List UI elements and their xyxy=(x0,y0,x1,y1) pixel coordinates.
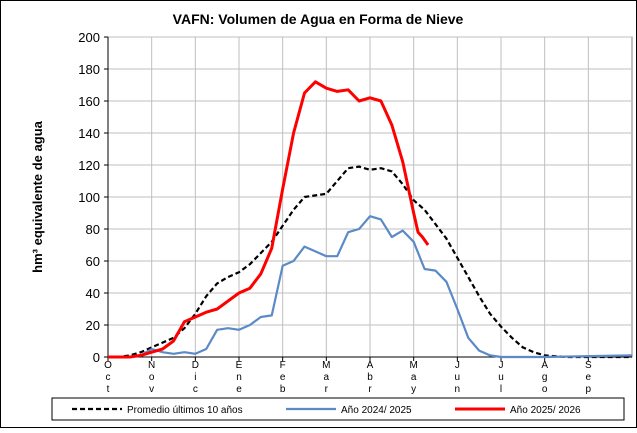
x-tick-label: Ene xyxy=(234,360,245,396)
y-tick-label: 100 xyxy=(78,190,100,205)
series-line xyxy=(108,215,633,359)
y-tick-label: 20 xyxy=(86,318,100,333)
y-tick-label: 200 xyxy=(78,30,100,45)
x-tick-label: Ago xyxy=(539,360,550,396)
y-tick-label: 40 xyxy=(86,286,100,301)
series-line xyxy=(108,165,632,359)
y-tick-label: 60 xyxy=(86,254,100,269)
legend-label: Promedio últimos 10 años xyxy=(127,405,243,416)
x-tick-label: Dic xyxy=(190,360,201,396)
x-tick-label: Abr xyxy=(365,360,376,396)
series-line xyxy=(108,80,430,359)
y-tick-label: 0 xyxy=(93,350,100,365)
legend xyxy=(51,397,625,421)
y-tick-label: 160 xyxy=(78,94,100,109)
x-tick-label: Feb xyxy=(277,360,288,396)
y-tick-label: 140 xyxy=(78,126,100,141)
x-tick-label: Sep xyxy=(583,360,594,396)
chart-title: VAFN: Volumen de Agua en Forma de Nieve xyxy=(173,11,464,27)
y-tick-label: 180 xyxy=(78,62,100,77)
y-tick-label: 80 xyxy=(86,222,100,237)
y-tick-label: 120 xyxy=(78,158,100,173)
legend-label: Año 2025/ 2026 xyxy=(510,405,581,416)
x-tick-label: Oct xyxy=(103,360,114,396)
x-tick-label: Jun xyxy=(452,360,463,396)
y-axis-label: hm³ equivalente de agua xyxy=(30,120,45,272)
x-tick-label: May xyxy=(408,360,419,396)
legend-label: Año 2024/ 2025 xyxy=(341,405,412,416)
x-tick-label: Nov xyxy=(146,360,157,396)
x-tick-label: Jul xyxy=(496,360,507,396)
x-tick-label: Mar xyxy=(321,360,332,396)
